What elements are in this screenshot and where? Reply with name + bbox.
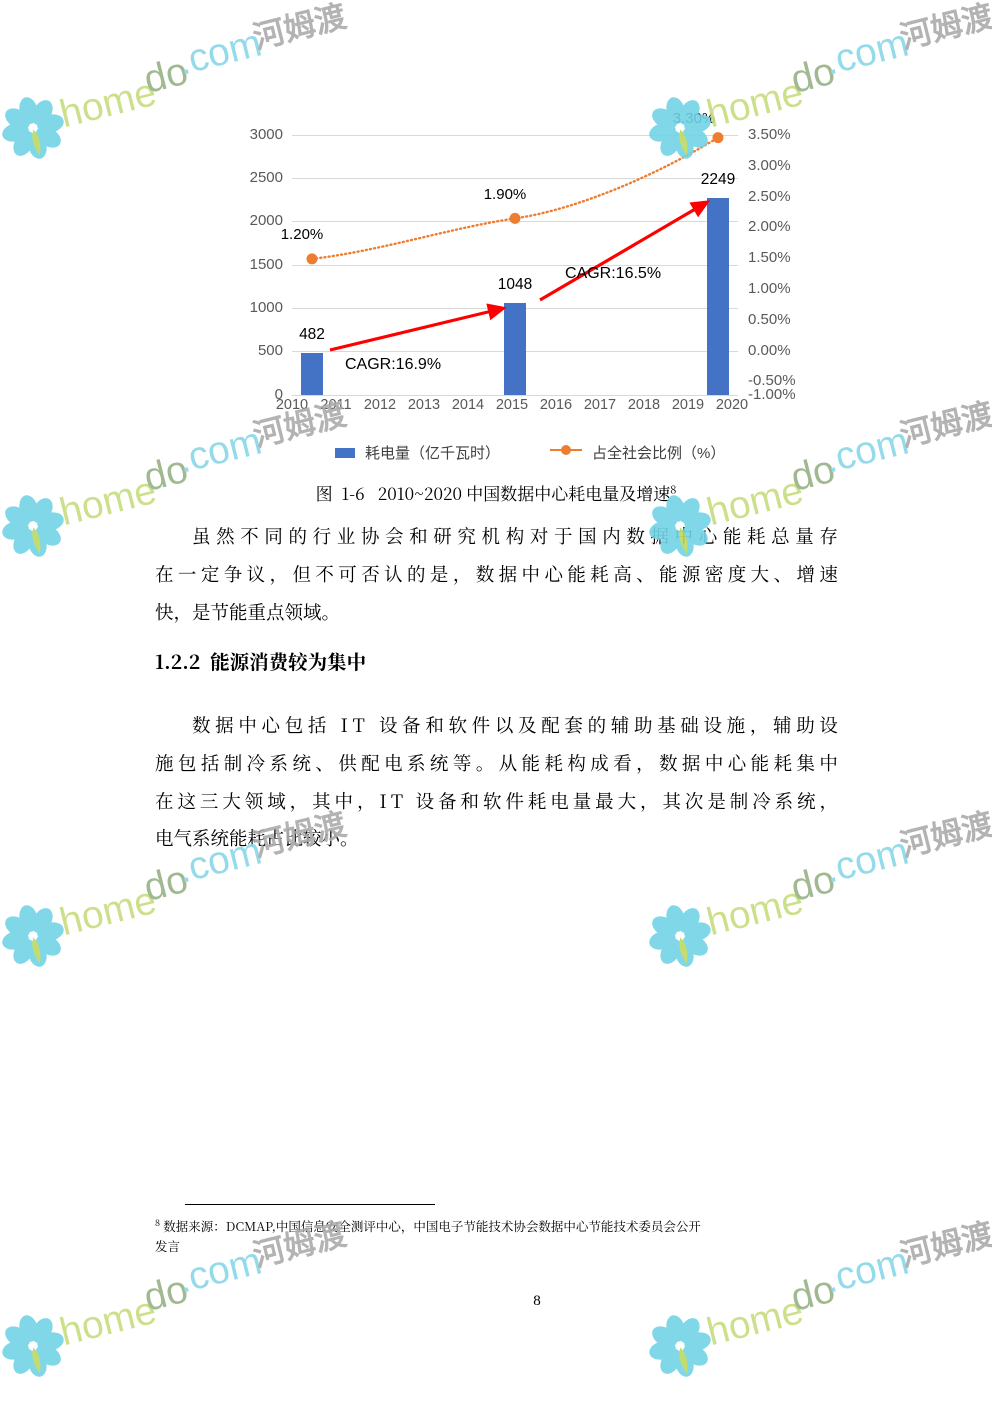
svg-text:河姆渡: 河姆渡	[896, 1215, 992, 1273]
svg-text:.com: .com	[173, 22, 265, 84]
svg-text:.com: .com	[820, 22, 912, 84]
svg-text:河姆渡: 河姆渡	[896, 805, 992, 863]
svg-text:home: home	[56, 879, 161, 944]
svg-text:河姆渡: 河姆渡	[249, 0, 350, 55]
svg-text:do: do	[140, 1268, 193, 1320]
svg-text:home: home	[703, 879, 808, 944]
svg-text:do: do	[140, 50, 193, 102]
svg-text:河姆渡: 河姆渡	[896, 0, 992, 55]
svg-text:do: do	[787, 50, 840, 102]
svg-text:do: do	[787, 858, 840, 910]
svg-text:do: do	[140, 858, 193, 910]
svg-text:home: home	[56, 1289, 161, 1354]
svg-text:home: home	[703, 1289, 808, 1354]
svg-text:do: do	[787, 1268, 840, 1320]
